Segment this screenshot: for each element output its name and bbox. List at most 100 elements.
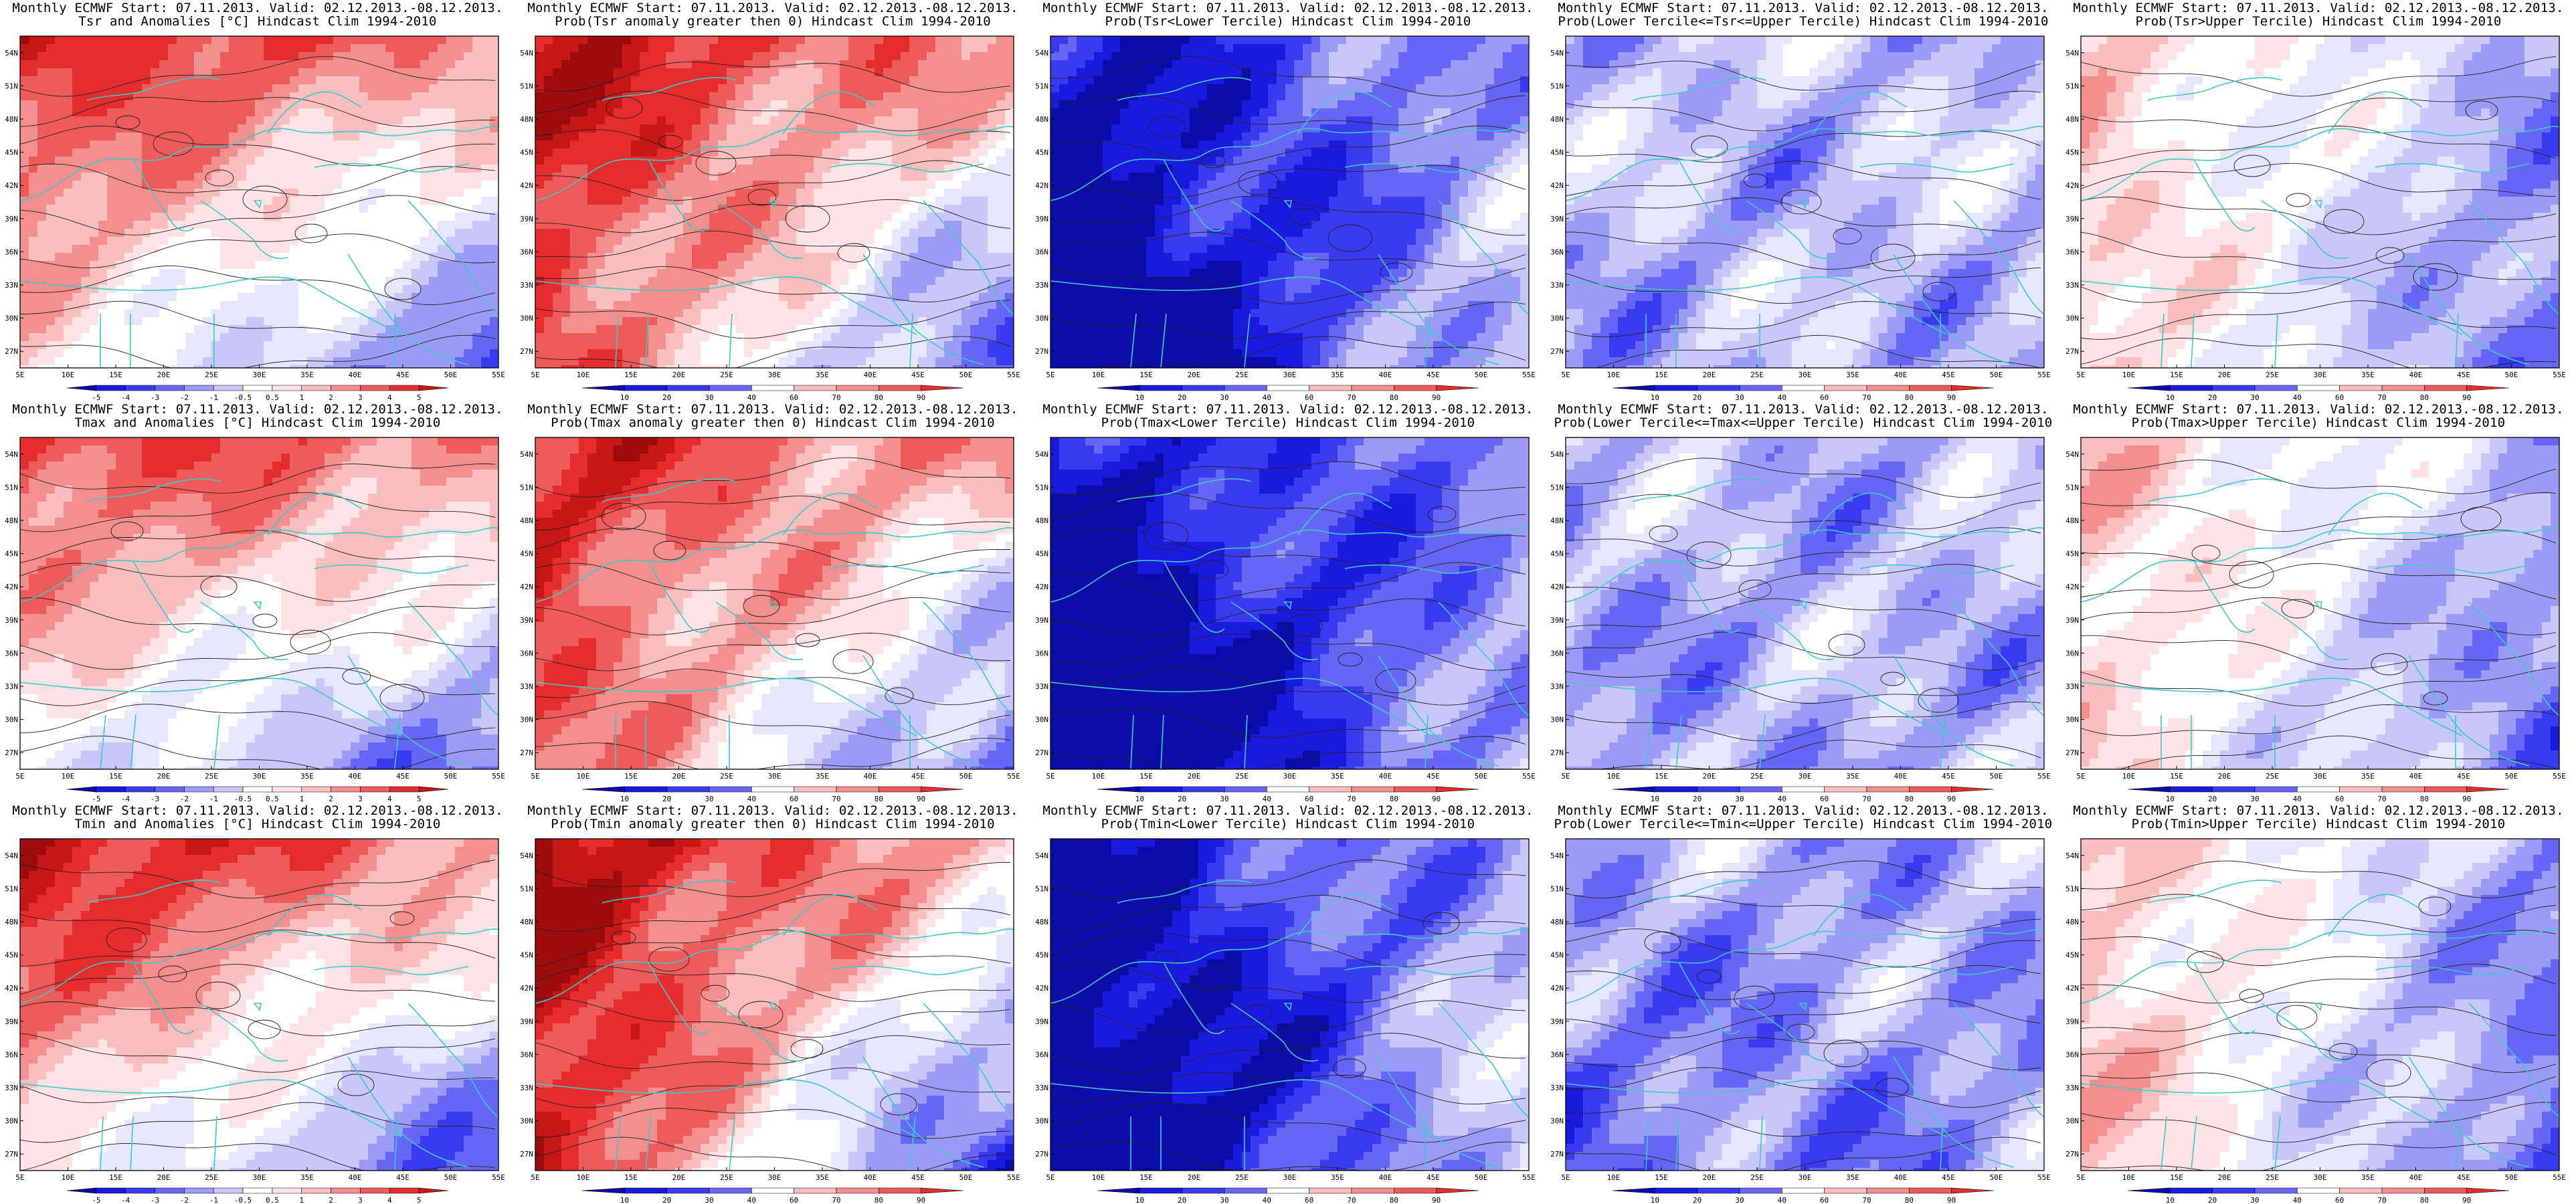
y-tick-label: 42N xyxy=(520,984,533,993)
colorbar-segment xyxy=(1351,786,1394,793)
y-tick-label: 39N xyxy=(2065,215,2079,223)
colorbar-segment xyxy=(1782,385,1825,391)
x-tick-label: 35E xyxy=(2361,371,2375,379)
y-tick-label: 36N xyxy=(1550,649,1564,658)
colorbar-tick-label: 40 xyxy=(1778,1196,1786,1204)
x-tick-label: 20E xyxy=(1188,1173,1201,1182)
y-tick-label: 36N xyxy=(2065,247,2079,256)
colorbar-tick-label: -0.5 xyxy=(234,1196,252,1204)
x-tick-label: 55E xyxy=(1007,1173,1020,1182)
colorbar-segment xyxy=(1782,786,1825,793)
colorbar-segment xyxy=(272,786,302,793)
x-tick-label: 5E xyxy=(1561,371,1570,379)
shaded-field xyxy=(2081,437,2559,769)
x-tick-label: 30E xyxy=(1283,772,1297,781)
x-tick-label: 45E xyxy=(396,371,409,379)
y-tick-label: 42N xyxy=(1550,984,1564,993)
y-tick-label: 36N xyxy=(520,247,533,256)
y-tick-label: 45N xyxy=(1550,550,1564,559)
y-tick-label: 27N xyxy=(520,1150,533,1159)
y-tick-label: 51N xyxy=(520,884,533,893)
x-tick-label: 50E xyxy=(444,772,458,781)
coastlines xyxy=(1566,77,2044,367)
coastlines xyxy=(535,478,1014,769)
colorbar: 10 20 30 40 60 70 80 90 xyxy=(581,1187,964,1204)
colorbar-segment xyxy=(2254,786,2298,793)
x-tick-label: 45E xyxy=(911,772,925,781)
contour-lines xyxy=(1050,461,1526,769)
y-tick-label: 30N xyxy=(5,1117,18,1126)
y-tick-label: 33N xyxy=(520,682,533,691)
colorbar: 10 20 30 40 60 70 80 90 xyxy=(2127,786,2510,803)
x-tick-label: 50E xyxy=(959,772,973,781)
x-tick-label: 10E xyxy=(577,772,590,781)
y-tick-label: 39N xyxy=(520,616,533,625)
x-tick-label: 5E xyxy=(15,772,24,781)
x-tick-label: 5E xyxy=(1561,1173,1570,1182)
y-tick-label: 33N xyxy=(1550,1084,1564,1092)
y-tick-label: 51N xyxy=(520,483,533,492)
panel-title-line1: Monthly ECMWF Start: 07.11.2013. Valid: … xyxy=(1030,403,1546,417)
y-tick-label: 51N xyxy=(2065,884,2079,893)
colorbar-segment xyxy=(1951,786,1995,793)
colorbar-segment xyxy=(1309,786,1352,793)
colorbar-tick-label: 80 xyxy=(1390,393,1398,401)
x-tick-label: 50E xyxy=(1990,371,2003,379)
y-tick-label: 45N xyxy=(2065,550,2079,559)
x-tick-label: 50E xyxy=(1990,772,2003,781)
colorbar-segment xyxy=(2170,786,2213,793)
panel-title-line1: Monthly ECMWF Start: 07.11.2013. Valid: … xyxy=(1546,403,2061,417)
x-tick-label: 55E xyxy=(2553,371,2566,379)
y-tick-label: 39N xyxy=(1035,616,1048,625)
colorbar-segment xyxy=(331,385,361,391)
x-tick-label: 55E xyxy=(1007,772,1020,781)
shaded-field xyxy=(1050,36,1529,368)
x-tick-label: 30E xyxy=(253,371,266,379)
colorbar-tick-label: -0.5 xyxy=(234,795,252,803)
panel-tmax-anomalies: Monthly ECMWF Start: 07.11.2013. Valid: … xyxy=(0,401,515,803)
colorbar-segment xyxy=(2212,385,2256,391)
y-tick-label: 45N xyxy=(5,148,18,157)
colorbar-tick-label: 60 xyxy=(1305,1196,1313,1204)
x-tick-label: 40E xyxy=(1379,1173,1392,1182)
panel-title-line1: Monthly ECMWF Start: 07.11.2013. Valid: … xyxy=(1546,1,2061,15)
colorbar-tick-label: 1 xyxy=(299,393,304,401)
colorbar-segment xyxy=(624,1187,667,1194)
x-tick-label: 30E xyxy=(768,1173,781,1182)
map-plot: 5E 10E 15E 20E 25E 30E 35E 40E 45E 50E 55E27N30N33… xyxy=(1550,35,2051,401)
coastlines xyxy=(20,880,498,1171)
colorbar-segment xyxy=(125,385,155,391)
colorbar-segment xyxy=(184,786,214,793)
y-tick-label: 39N xyxy=(1550,215,1564,223)
colorbar-tick-label: 40 xyxy=(1778,795,1786,803)
x-tick-label: 10E xyxy=(1092,1173,1105,1182)
colorbar: -5 -4 -3 -2 -1 -0.5 0.5 1 2 3 4 5 xyxy=(66,786,449,803)
x-tick-label: 30E xyxy=(253,1173,266,1182)
colorbar-segment xyxy=(2339,1187,2383,1194)
x-tick-label: 15E xyxy=(624,772,638,781)
x-tick-label: 55E xyxy=(2553,1173,2566,1182)
map-plot: 5E 10E 15E 20E 25E 30E 35E 40E 45E 50E 55E27N30N33… xyxy=(5,838,505,1204)
panel-tmin-prob-upper-tercile: Monthly ECMWF Start: 07.11.2013. Valid: … xyxy=(2061,803,2576,1204)
coastlines xyxy=(1050,880,1529,1170)
y-tick-label: 36N xyxy=(520,1050,533,1059)
colorbar-segment xyxy=(389,1187,420,1194)
colorbar-segment xyxy=(213,1187,244,1194)
y-tick-label: 54N xyxy=(520,450,533,459)
y-tick-label: 51N xyxy=(1550,884,1564,893)
colorbar-segment xyxy=(2170,385,2213,391)
x-tick-label: 35E xyxy=(300,772,314,781)
panel-title-line1: Monthly ECMWF Start: 07.11.2013. Valid: … xyxy=(515,804,1030,818)
colorbar-tick-label: 80 xyxy=(1905,795,1914,803)
x-tick-label: 20E xyxy=(157,371,171,379)
colorbar-tick-label: 20 xyxy=(662,393,671,401)
colorbar-segment xyxy=(1351,1187,1394,1194)
colorbar-segment xyxy=(2424,786,2467,793)
x-tick-label: 5E xyxy=(1561,772,1570,781)
shaded-field xyxy=(535,36,1014,368)
colorbar-segment xyxy=(155,385,185,391)
x-tick-label: 20E xyxy=(1188,371,1201,379)
colorbar-segment xyxy=(213,385,244,391)
y-tick-label: 33N xyxy=(2065,682,2079,691)
colorbar-segment xyxy=(360,786,390,793)
